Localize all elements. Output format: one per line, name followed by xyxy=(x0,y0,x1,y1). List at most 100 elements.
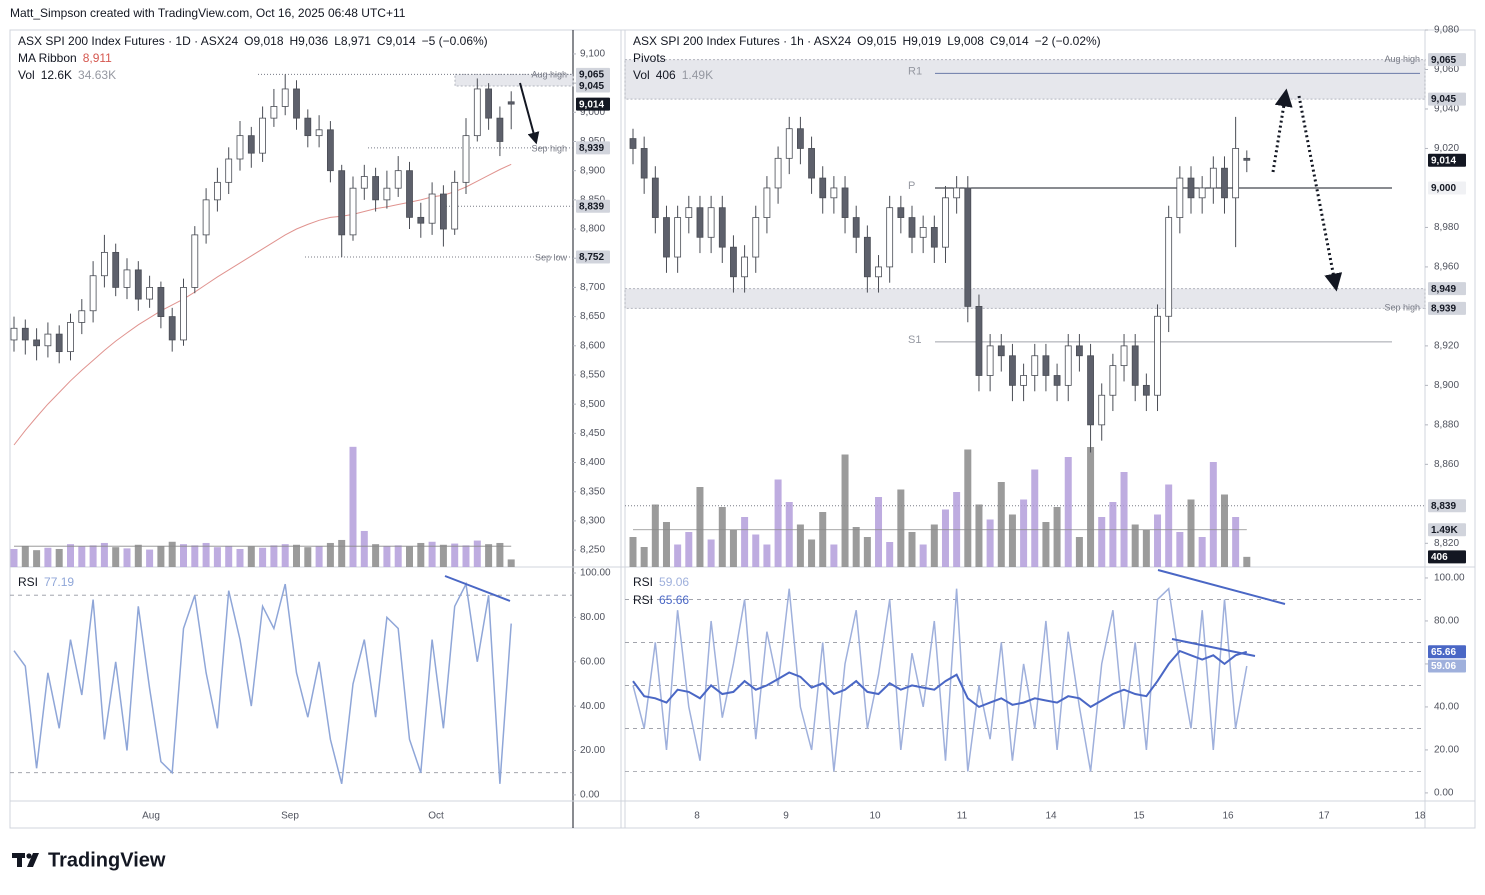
volume-bar xyxy=(841,454,849,567)
candle-body xyxy=(406,170,413,218)
candle-body xyxy=(942,197,949,248)
rsi-tick-label: 0.00 xyxy=(1434,788,1454,799)
volume-bar xyxy=(863,537,871,567)
volume-bar xyxy=(439,544,447,567)
price-tag xyxy=(1428,181,1466,195)
volume-bar xyxy=(134,544,142,567)
volume-bar xyxy=(304,547,312,567)
candle-body xyxy=(1031,355,1039,376)
volume-bar xyxy=(112,547,120,567)
rsi-tick-label: 40.00 xyxy=(580,701,605,712)
logo-mark xyxy=(17,853,22,867)
volume-bar xyxy=(100,542,108,567)
x-tick-label: Aug xyxy=(142,811,160,822)
ma-line xyxy=(13,163,512,446)
price-tag-label: 8,939 xyxy=(1431,304,1456,315)
volume-bar xyxy=(1243,556,1251,567)
y-tick-label: 8,820 xyxy=(1434,538,1459,549)
volume-bar xyxy=(191,545,199,567)
candle-body xyxy=(1187,177,1195,199)
volume-bar xyxy=(774,479,782,567)
candle-body xyxy=(640,148,648,179)
y-tick-label: 8,700 xyxy=(580,282,605,293)
volume-legend-name: Vol xyxy=(633,68,650,82)
ohlc-value: 9,019 xyxy=(911,34,941,48)
price-zone xyxy=(624,288,1426,309)
price-tag-label: 1.49K xyxy=(1431,525,1458,536)
volume-bar xyxy=(360,530,368,567)
volume-bar xyxy=(819,512,827,567)
volume-bar xyxy=(1232,517,1240,567)
volume-bar xyxy=(1042,522,1050,567)
drawn-arrow xyxy=(519,82,540,145)
ohlc-name: O xyxy=(244,34,253,48)
candle-body xyxy=(852,217,860,238)
candle-body xyxy=(1243,157,1251,161)
candle-body xyxy=(1076,345,1083,357)
price-tag xyxy=(1428,282,1466,296)
ohlc-value: 9,015 xyxy=(866,34,896,48)
candle-body xyxy=(718,207,726,248)
rsi-legend-name: RSI xyxy=(18,575,38,589)
candle-body xyxy=(315,129,323,137)
volume-bar xyxy=(997,482,1005,567)
drawn-arrow xyxy=(1271,88,1293,173)
y-tick-label: 8,550 xyxy=(580,370,605,381)
candle-body xyxy=(1232,148,1240,199)
volume-bar xyxy=(674,544,682,567)
volume-bar xyxy=(852,527,860,567)
price-tag xyxy=(1428,499,1466,513)
volume-bar xyxy=(338,539,346,567)
legend-title: ASX SPI 200 Index Futures · 1D · ASX24 xyxy=(18,34,238,48)
ohlc-name: H xyxy=(903,34,912,48)
volume-bar xyxy=(685,532,693,567)
candle-body xyxy=(964,187,972,307)
rsi-tick-label: 80.00 xyxy=(580,612,605,623)
candle-body xyxy=(797,128,804,149)
volume-bar xyxy=(930,524,938,567)
volume-bar xyxy=(1131,524,1139,567)
y-tick-label: 8,880 xyxy=(1434,419,1459,430)
y-tick-label: 8,960 xyxy=(1434,262,1459,273)
ohlc-value: 9,018 xyxy=(253,34,283,48)
price-tag-label: 9,000 xyxy=(1431,183,1456,194)
price-tag xyxy=(1428,301,1466,315)
candle-body xyxy=(663,217,670,258)
y-tick-label: 8,800 xyxy=(580,224,605,235)
rsi-line xyxy=(632,649,1248,709)
volume-bar xyxy=(1187,499,1195,567)
volume-bar xyxy=(875,497,883,567)
volume-bar xyxy=(640,547,648,567)
rsi-legend-name: RSI xyxy=(633,593,653,607)
volume-bar xyxy=(662,522,670,567)
volume-bar xyxy=(451,543,459,567)
candle-body xyxy=(213,181,221,201)
price-tag-label: 59.06 xyxy=(1431,661,1456,672)
volume-bar xyxy=(919,544,927,567)
candle-body xyxy=(886,207,894,268)
y-tick-label: 9,000 xyxy=(580,107,605,118)
volume-bar xyxy=(473,540,481,567)
price-tag xyxy=(576,141,610,155)
rsi-legend-name: RSI xyxy=(633,575,653,589)
volume-bar xyxy=(1154,514,1162,567)
y-tick-label: 8,650 xyxy=(580,311,605,322)
volume-bar xyxy=(830,544,838,567)
y-tick-label: 8,900 xyxy=(1434,380,1459,391)
price-tag-label: 9,045 xyxy=(1431,94,1456,105)
volume-bar xyxy=(1142,529,1150,567)
candle-body xyxy=(674,217,682,258)
rsi-tick-label: 80.00 xyxy=(1434,616,1459,627)
candle-body xyxy=(1221,167,1228,199)
volume-bar xyxy=(986,519,994,567)
volume-bar xyxy=(718,507,726,567)
volume-bar xyxy=(629,537,637,567)
candle-body xyxy=(281,88,289,107)
change-value: −5 (−0.06%) xyxy=(422,34,488,48)
candle-body xyxy=(372,176,380,201)
rsi-legend-value: 59.06 xyxy=(659,575,689,589)
trend-line xyxy=(1171,638,1256,657)
volume-bar xyxy=(281,544,289,567)
volume-bar xyxy=(10,548,18,567)
volume-bar xyxy=(349,446,357,567)
